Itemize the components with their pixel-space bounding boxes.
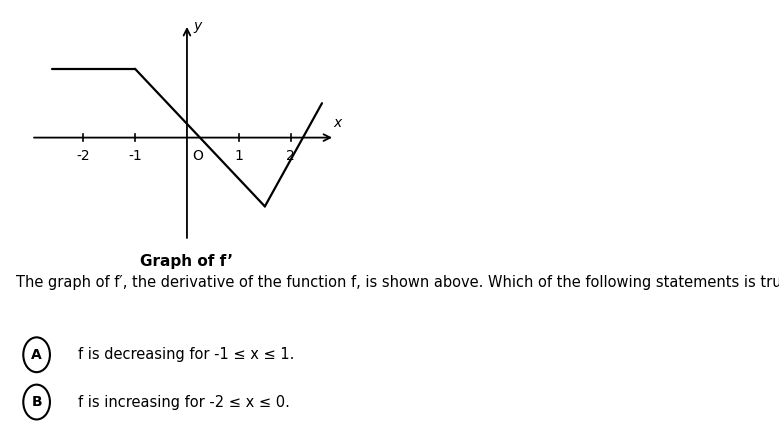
Text: A: A [31, 348, 42, 362]
Text: -1: -1 [129, 149, 142, 163]
Text: O: O [192, 149, 203, 163]
Text: x: x [333, 116, 342, 130]
Text: 2: 2 [287, 149, 295, 163]
Text: 1: 1 [234, 149, 243, 163]
Text: B: B [31, 395, 42, 409]
Text: f is increasing for -2 ≤ x ≤ 0.: f is increasing for -2 ≤ x ≤ 0. [78, 395, 290, 409]
Text: y: y [193, 19, 202, 33]
Text: The graph of f′, the derivative of the function f, is shown above. Which of the : The graph of f′, the derivative of the f… [16, 275, 779, 290]
Text: -2: -2 [76, 149, 90, 163]
Text: f is decreasing for -1 ≤ x ≤ 1.: f is decreasing for -1 ≤ x ≤ 1. [78, 347, 294, 362]
Text: Graph of f’: Graph of f’ [140, 254, 234, 269]
